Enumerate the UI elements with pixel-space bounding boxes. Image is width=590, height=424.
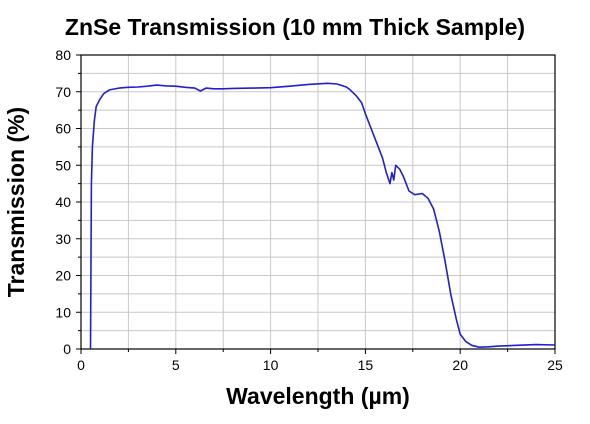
x-tick-label: 5 [172,357,180,373]
x-tick-label: 0 [77,357,85,373]
y-tick-label: 60 [55,121,71,137]
y-tick-label: 50 [55,157,71,173]
series-layer [89,82,556,350]
y-axis-title: Transmission (%) [3,107,29,297]
y-tick-label: 30 [55,231,71,247]
y-tick-label: 20 [55,268,71,284]
axis-ticks: 0 5 10 15 20 25 0 10 20 30 40 50 60 70 80 [55,47,563,373]
x-axis-title: Wavelength (µm) [226,383,410,409]
y-tick-label: 80 [55,47,71,63]
y-tick-label: 40 [55,194,71,210]
chart-title: ZnSe Transmission (10 mm Thick Sample) [64,14,526,40]
grid-lines [81,55,555,349]
y-tick-label: 10 [55,304,71,320]
x-tick-label: 20 [452,357,468,373]
x-tick-label: 25 [547,357,563,373]
x-tick-label: 10 [263,357,279,373]
y-tick-label: 0 [63,341,71,357]
series-line-0 [89,82,556,350]
y-tick-label: 70 [55,84,71,100]
x-tick-label: 15 [358,357,374,373]
